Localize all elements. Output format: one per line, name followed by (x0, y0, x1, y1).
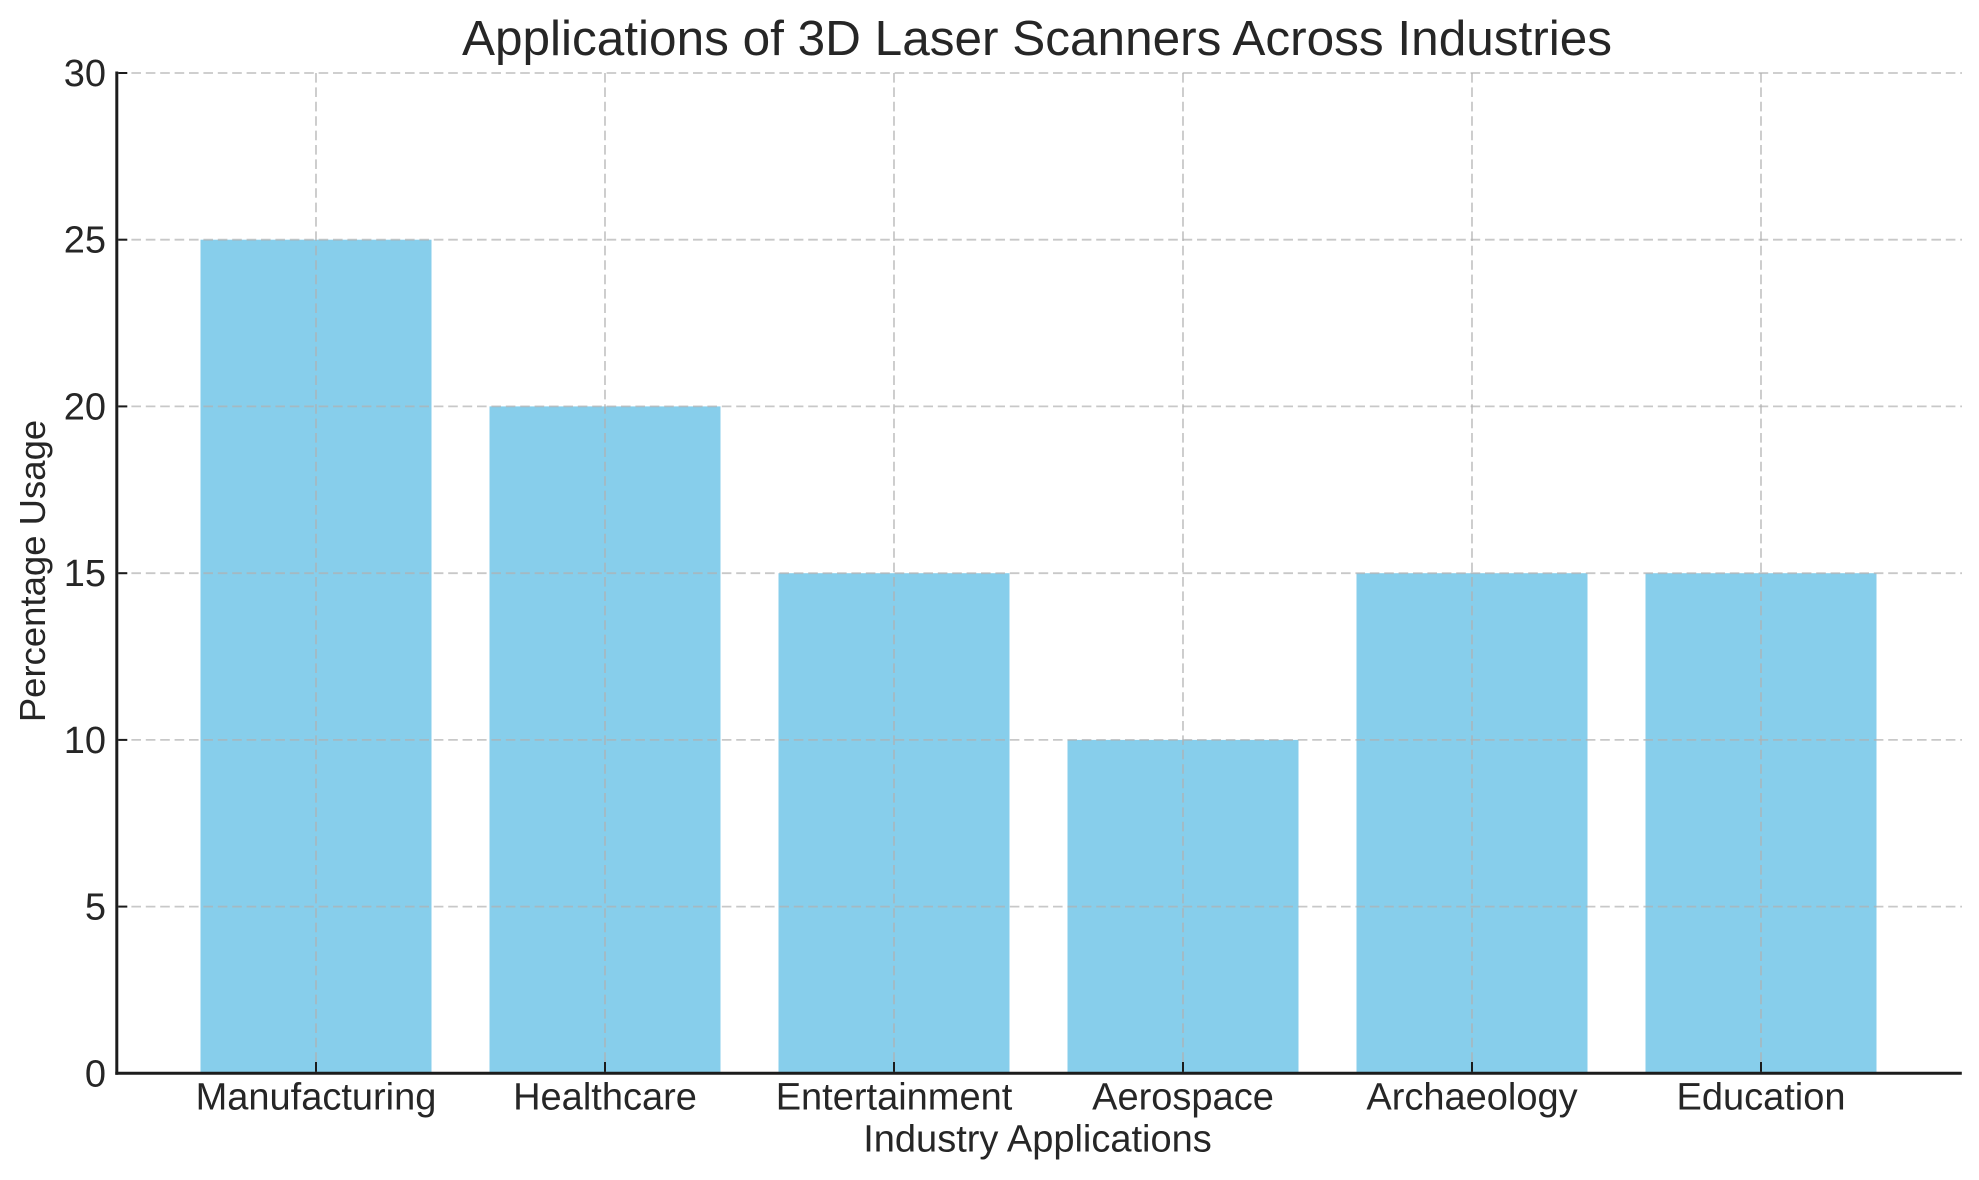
svg-text:Percentage Usage: Percentage Usage (12, 420, 53, 722)
svg-text:Archaeology: Archaeology (1366, 1077, 1577, 1119)
svg-text:15: 15 (64, 553, 106, 595)
svg-text:20: 20 (64, 386, 106, 428)
svg-text:0: 0 (85, 1053, 106, 1095)
svg-text:Education: Education (1676, 1077, 1845, 1119)
svg-text:5: 5 (85, 887, 106, 929)
svg-text:10: 10 (64, 720, 106, 762)
svg-text:Industry Applications: Industry Applications (863, 1119, 1212, 1161)
svg-text:Healthcare: Healthcare (513, 1077, 697, 1119)
svg-text:Entertainment: Entertainment (776, 1077, 1013, 1119)
svg-text:25: 25 (64, 220, 106, 262)
svg-text:30: 30 (64, 53, 106, 95)
svg-text:Manufacturing: Manufacturing (196, 1077, 437, 1119)
svg-text:Aerospace: Aerospace (1092, 1077, 1274, 1119)
svg-text:Applications of 3D Laser Scann: Applications of 3D Laser Scanners Across… (462, 11, 1612, 66)
